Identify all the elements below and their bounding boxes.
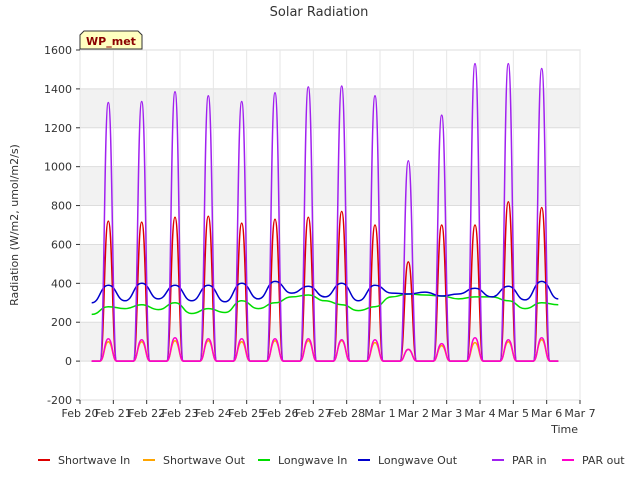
x-tick-label: Feb 28 <box>328 407 365 420</box>
x-tick-label: Mar 3 <box>431 407 462 420</box>
x-tick-label: Feb 20 <box>62 407 99 420</box>
x-tick-label: Feb 27 <box>295 407 332 420</box>
y-axis-label: Radiation (W/m2, umol/m2/s) <box>8 144 21 306</box>
y-tick-label: 800 <box>51 200 72 213</box>
series-line-5 <box>91 337 559 362</box>
station-badge: WP_met <box>79 30 143 50</box>
chart-title: Solar Radiation <box>270 5 369 20</box>
x-tick-label: Feb 21 <box>95 407 132 420</box>
x-tick-label: Mar 7 <box>564 407 595 420</box>
grid-band <box>80 244 580 284</box>
y-tick-label: 1000 <box>44 161 72 174</box>
y-tick-label: 600 <box>51 238 72 251</box>
x-tick-label: Feb 23 <box>162 407 199 420</box>
x-tick-label: Feb 24 <box>195 407 232 420</box>
grid-band <box>80 322 580 362</box>
x-tick-label: Mar 2 <box>398 407 429 420</box>
legend-label: Longwave Out <box>378 454 458 467</box>
legend-label: Shortwave Out <box>163 454 246 467</box>
legend-label: PAR in <box>512 454 547 467</box>
x-tick-label: Mar 4 <box>464 407 495 420</box>
badge-label: WP_met <box>86 35 136 48</box>
y-axis-ticks: -200 0 200 400 600 800 1000 1200 1400 1600 <box>44 44 80 407</box>
legend-label: PAR out <box>582 454 625 467</box>
legend-label: Longwave In <box>278 454 347 467</box>
x-tick-label: Feb 22 <box>128 407 165 420</box>
x-tick-label: Mar 6 <box>531 407 562 420</box>
y-tick-label: 1200 <box>44 122 72 135</box>
x-tick-label: Feb 26 <box>262 407 299 420</box>
y-tick-label: 1600 <box>44 44 72 57</box>
x-tick-label: Mar 1 <box>364 407 395 420</box>
legend-label: Shortwave In <box>58 454 130 467</box>
grid-band <box>80 166 580 206</box>
grid-band <box>80 88 580 128</box>
y-tick-label: 1400 <box>44 83 72 96</box>
y-tick-label: 200 <box>51 316 72 329</box>
y-tick-label: 400 <box>51 277 72 290</box>
badge-shape <box>79 30 143 50</box>
x-axis-label: Time <box>550 423 578 436</box>
grid-bands <box>80 88 580 362</box>
x-tick-label: Mar 5 <box>498 407 529 420</box>
y-tick-label: 0 <box>65 355 72 368</box>
legend: Shortwave In Shortwave Out Longwave In Long… <box>38 454 625 467</box>
x-tick-label: Feb 25 <box>228 407 265 420</box>
series-layer <box>91 62 559 362</box>
y-tick-label: -200 <box>47 394 72 407</box>
